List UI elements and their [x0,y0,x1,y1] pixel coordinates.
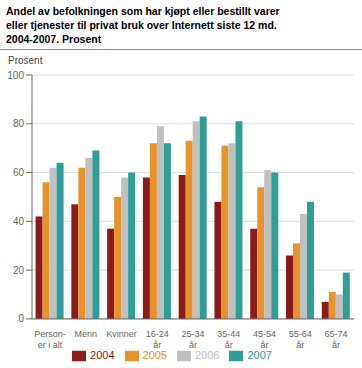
svg-text:0: 0 [18,313,24,324]
html-text:2005: 2005 [142,348,167,361]
svg-text:Kvinner: Kvinner [106,329,137,339]
html-text:2004-2007. Prosent: 2004-2007. Prosent [6,33,102,45]
svg-text:80: 80 [13,118,25,129]
svg-text:100: 100 [8,70,24,81]
svg-text:16-24år: 16-24år [146,329,169,350]
svg-text:20: 20 [13,265,25,276]
svg-text:Person-er i alt: Person-er i alt [34,329,66,350]
svg-text:25-34år: 25-34år [181,329,204,350]
svg-text:Menn: Menn [74,329,97,339]
svg-text:55-64år: 55-64år [289,329,312,350]
svg-text:40: 40 [13,216,25,227]
html-text:2006: 2006 [195,348,220,361]
html-text:Andel av befolkningen som har: Andel av befolkningen som har kjøpt elle… [6,5,280,17]
html-text:Prosent: Prosent [8,55,43,66]
svg-text:45-54år: 45-54år [253,329,276,350]
svg-text:65-74år: 65-74år [325,329,348,350]
html-text:2004: 2004 [90,348,115,361]
html-text:eller tjenester til privat bru: eller tjenester til privat bruk over Int… [6,19,277,31]
svg-text:60: 60 [13,167,25,178]
svg-text:35-44år: 35-44år [217,329,240,350]
html-text:2007: 2007 [247,348,272,361]
